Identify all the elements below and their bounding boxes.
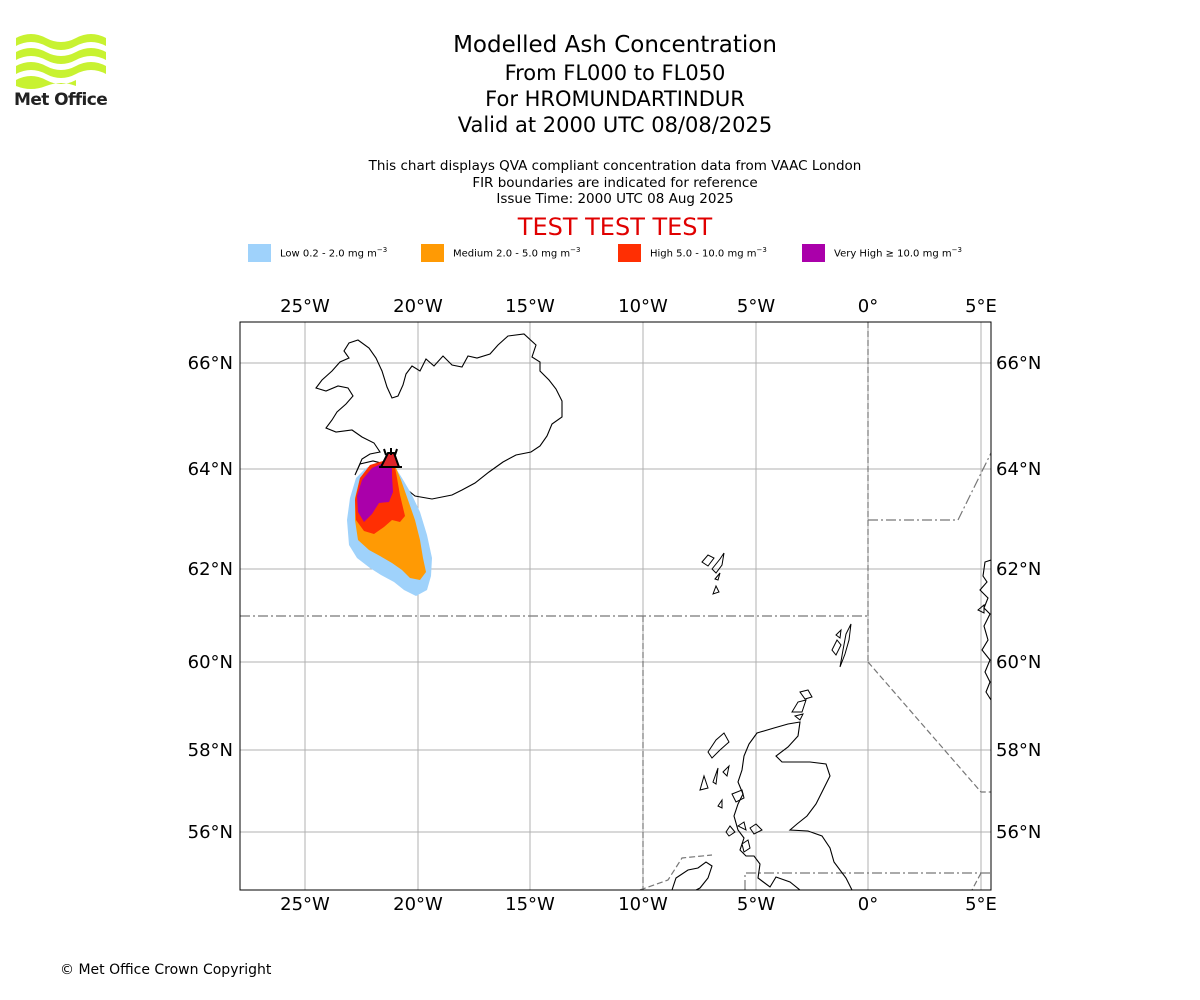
scottish-inner-islands <box>731 789 763 853</box>
title-line-3: For HROMUNDARTINDUR <box>485 87 745 111</box>
lat-tick-label: 64°N <box>188 459 233 480</box>
subtitle-block: This chart displays QVA compliant concen… <box>0 158 1200 208</box>
volcano-marker-icon <box>379 448 402 468</box>
legend-unit-exp: −3 <box>376 246 388 255</box>
legend-unit-exp: −3 <box>756 246 767 255</box>
legend-swatch-high <box>618 244 641 262</box>
norway-islands <box>977 603 985 614</box>
orkney-islands <box>791 689 813 721</box>
legend-unit-exp: −3 <box>570 246 581 255</box>
lat-ticks-right: 66°N 64°N 62°N 60°N 58°N 56°N <box>996 353 1041 843</box>
norway-coastline <box>979 559 991 701</box>
ireland-coastline <box>671 861 713 890</box>
lon-tick-label: 10°W <box>618 894 668 915</box>
legend-label-very-high: Very High ≥ 10.0 mg m <box>834 248 952 260</box>
lat-tick-label: 56°N <box>188 822 233 843</box>
legend-label-low: Low 0.2 - 2.0 mg m <box>280 248 377 260</box>
copyright-notice: © Met Office Crown Copyright <box>60 962 272 978</box>
legend-swatch-medium <box>421 244 444 262</box>
lon-tick-label: 25°W <box>280 296 330 317</box>
legend-item-very-high: Very High ≥ 10.0 mg m−3 <box>802 244 962 262</box>
fir-boundaries <box>240 322 991 890</box>
legend-item-medium: Medium 2.0 - 5.0 mg m−3 <box>421 244 580 262</box>
lon-tick-label: 10°W <box>618 296 668 317</box>
lat-tick-label: 66°N <box>188 353 233 374</box>
shetland-islands <box>831 623 852 668</box>
test-banner: TEST TEST TEST <box>517 213 713 241</box>
legend-item-low: Low 0.2 - 2.0 mg m−3 <box>248 244 387 262</box>
subtitle-line-3: Issue Time: 2000 UTC 08 Aug 2025 <box>496 191 734 207</box>
legend-unit-exp: −3 <box>951 246 962 255</box>
scotland-coastline <box>733 721 853 890</box>
chart-title-block: Modelled Ash Concentration From FL000 to… <box>0 30 1200 138</box>
faroe-islands <box>701 552 725 595</box>
subtitle-line-2: FIR boundaries are indicated for referen… <box>472 174 758 191</box>
lat-tick-label: 56°N <box>996 822 1041 843</box>
lon-tick-label: 15°W <box>505 296 555 317</box>
logo-wordmark: Met Office <box>14 90 108 110</box>
lon-tick-label: 5°E <box>965 894 997 915</box>
legend-item-high: High 5.0 - 10.0 mg m−3 <box>618 244 767 262</box>
met-office-logo <box>16 34 106 89</box>
lon-tick-label: 5°E <box>965 296 997 317</box>
lon-tick-label: 5°W <box>737 296 775 317</box>
lat-ticks-left: 66°N 64°N 62°N 60°N 58°N 56°N <box>188 353 233 843</box>
lon-tick-label: 25°W <box>280 894 330 915</box>
iceland-coastline <box>315 333 563 500</box>
lon-ticks-top: 25°W 20°W 15°W 10°W 5°W 0° 5°E <box>280 296 997 317</box>
lat-tick-label: 62°N <box>996 559 1041 580</box>
title-line-4: Valid at 2000 UTC 08/08/2025 <box>457 113 773 137</box>
lon-tick-label: 5°W <box>737 894 775 915</box>
ash-contour-very-high <box>357 463 393 522</box>
title-line-1: Modelled Ash Concentration <box>453 32 777 58</box>
lat-tick-label: 60°N <box>188 652 233 673</box>
lon-tick-label: 20°W <box>393 894 443 915</box>
legend-swatch-very-high <box>802 244 825 262</box>
title-line-2: From FL000 to FL050 <box>504 61 726 85</box>
lon-tick-label: 15°W <box>505 894 555 915</box>
map-content <box>240 322 991 890</box>
outer-hebrides <box>699 732 736 837</box>
lat-tick-label: 66°N <box>996 353 1041 374</box>
legend-swatch-low <box>248 244 271 262</box>
lon-tick-label: 20°W <box>393 296 443 317</box>
graticule <box>240 322 991 890</box>
legend-label-high: High 5.0 - 10.0 mg m <box>650 248 757 260</box>
lon-tick-label: 0° <box>858 296 878 317</box>
lat-tick-label: 62°N <box>188 559 233 580</box>
legend-label-medium: Medium 2.0 - 5.0 mg m <box>453 248 571 260</box>
lat-tick-label: 64°N <box>996 459 1041 480</box>
lon-ticks-bottom: 25°W 20°W 15°W 10°W 5°W 0° 5°E <box>280 894 997 915</box>
lat-tick-label: 58°N <box>996 740 1041 761</box>
map-frame <box>239 321 992 891</box>
subtitle-line-1: This chart displays QVA compliant concen… <box>368 158 862 174</box>
lon-tick-label: 0° <box>858 894 878 915</box>
lat-tick-label: 60°N <box>996 652 1041 673</box>
legend: Low 0.2 - 2.0 mg m−3 Medium 2.0 - 5.0 mg… <box>0 244 1200 264</box>
lat-tick-label: 58°N <box>188 740 233 761</box>
ash-plume <box>347 461 432 596</box>
